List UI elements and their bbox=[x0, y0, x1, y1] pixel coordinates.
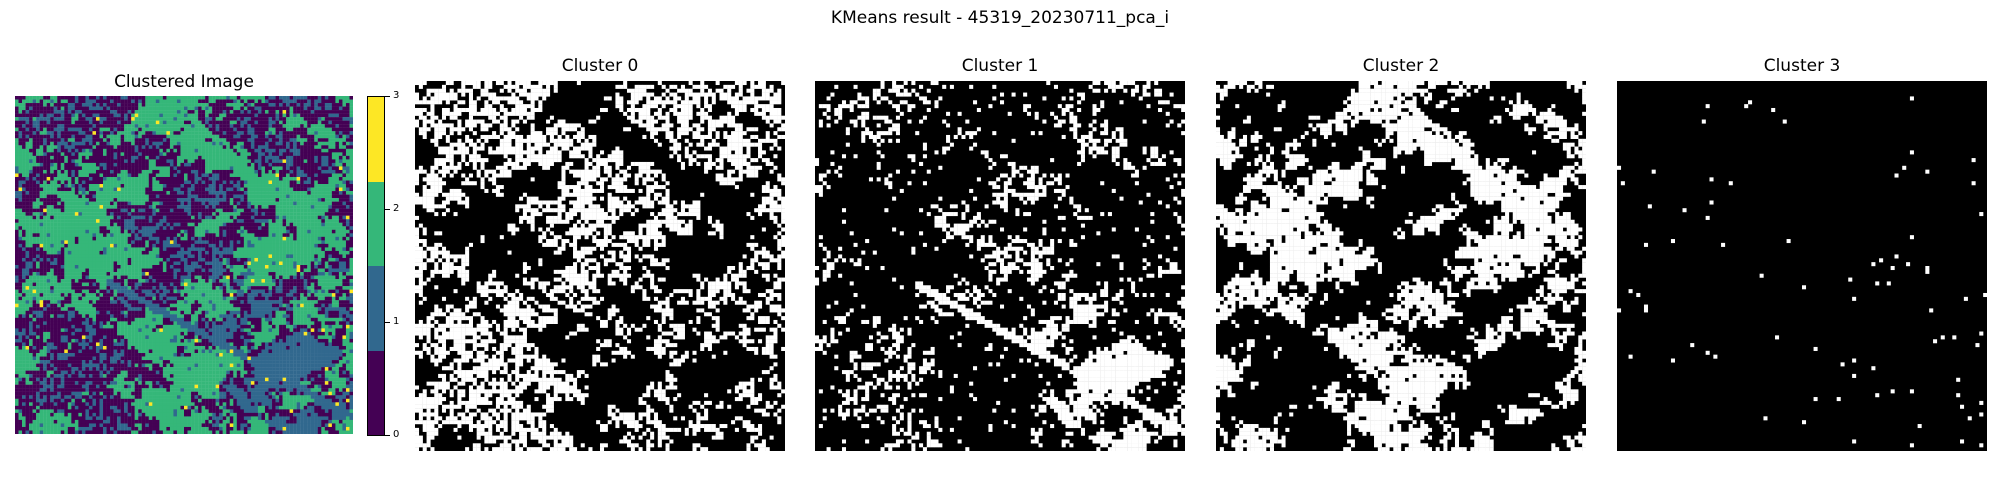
cluster-1-mask bbox=[815, 81, 1185, 451]
cluster-2-mask-raster bbox=[1216, 81, 1586, 451]
colorbar-segment-1 bbox=[368, 266, 384, 351]
colorbar-segment-2 bbox=[368, 181, 384, 266]
colorbar-tick-label-0: 0 bbox=[393, 429, 400, 440]
colorbar-tick-label-1: 1 bbox=[393, 316, 400, 327]
cluster-2-mask bbox=[1216, 81, 1586, 451]
cluster-0-title: Cluster 0 bbox=[561, 56, 639, 76]
colorbar-tick-label-2: 2 bbox=[393, 203, 400, 214]
clustered-image-raster bbox=[15, 96, 353, 434]
colorbar-segment-0 bbox=[368, 350, 384, 435]
cluster-0-mask-raster bbox=[415, 81, 785, 451]
figure-suptitle: KMeans result - 45319_20230711_pca_i bbox=[830, 8, 1170, 28]
colorbar bbox=[367, 96, 385, 436]
colorbar-segment-3 bbox=[368, 97, 384, 182]
cluster-3-mask bbox=[1617, 81, 1987, 451]
colorbar-tick-label-3: 3 bbox=[393, 90, 400, 101]
colorbar-tick-0 bbox=[385, 435, 390, 436]
cluster-1-title: Cluster 1 bbox=[961, 56, 1039, 76]
cluster-3-mask-raster bbox=[1617, 81, 1987, 451]
clustered-image bbox=[15, 96, 353, 434]
cluster-2-title: Cluster 2 bbox=[1362, 56, 1440, 76]
colorbar-tick-2 bbox=[385, 209, 390, 210]
colorbar-tick-1 bbox=[385, 322, 390, 323]
cluster-0-mask bbox=[415, 81, 785, 451]
cluster-3-title: Cluster 3 bbox=[1763, 56, 1841, 76]
clustered-image-title: Clustered Image bbox=[114, 72, 254, 92]
cluster-1-mask-raster bbox=[815, 81, 1185, 451]
colorbar-tick-3 bbox=[385, 96, 390, 97]
